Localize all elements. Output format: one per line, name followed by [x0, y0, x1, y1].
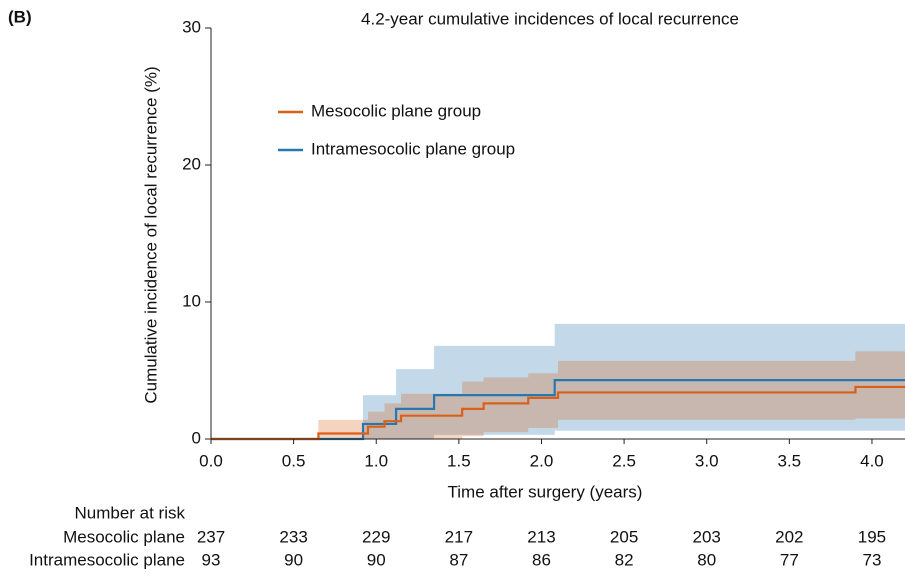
risk-count: 237 [197, 527, 225, 546]
risk-count: 229 [362, 527, 390, 546]
y-tick-label: 0 [192, 428, 201, 447]
legend-label: Intramesocolic plane group [311, 139, 515, 158]
risk-count: 217 [445, 527, 473, 546]
risk-count: 202 [775, 527, 803, 546]
step-line [211, 378, 905, 441]
risk-count: 233 [279, 527, 307, 546]
risk-count: 213 [527, 527, 555, 546]
risk-count: 80 [697, 550, 716, 569]
x-tick-label: 1.0 [364, 451, 388, 470]
risk-table-title: Number at risk [74, 503, 185, 522]
x-tick-label: 3.0 [695, 451, 719, 470]
risk-count: 73 [862, 550, 881, 569]
risk-row-label: Intramesocolic plane [29, 550, 185, 569]
risk-count: 90 [367, 550, 386, 569]
risk-count: 82 [615, 550, 634, 569]
y-tick-label: 10 [182, 291, 201, 310]
chart-title: 4.2-year cumulative incidences of local … [361, 9, 739, 28]
step-line [211, 385, 905, 441]
panel-label: (B) [8, 7, 32, 26]
x-tick-label: 2.0 [530, 451, 554, 470]
risk-count: 203 [693, 527, 721, 546]
x-tick-label: 3.5 [778, 451, 802, 470]
y-tick-label: 30 [182, 17, 201, 36]
legend-label: Mesocolic plane group [311, 101, 481, 120]
risk-row-label: Mesocolic plane [63, 527, 185, 546]
x-tick-label: 1.5 [447, 451, 471, 470]
risk-count: 90 [284, 550, 303, 569]
risk-count: 93 [202, 550, 221, 569]
x-tick-label: 0.0 [199, 451, 223, 470]
risk-count: 77 [780, 550, 799, 569]
x-tick-label: 4.0 [860, 451, 884, 470]
risk-count: 87 [449, 550, 468, 569]
x-tick-label: 2.5 [612, 451, 636, 470]
risk-count: 195 [858, 527, 886, 546]
y-tick-label: 20 [182, 154, 201, 173]
x-axis-label: Time after surgery (years) [448, 482, 643, 501]
risk-count: 205 [610, 527, 638, 546]
risk-count: 86 [532, 550, 551, 569]
y-axis-label: Cumulative incidence of local recurrence… [141, 66, 160, 403]
confidence-band [211, 323, 905, 439]
x-tick-label: 0.5 [282, 451, 306, 470]
